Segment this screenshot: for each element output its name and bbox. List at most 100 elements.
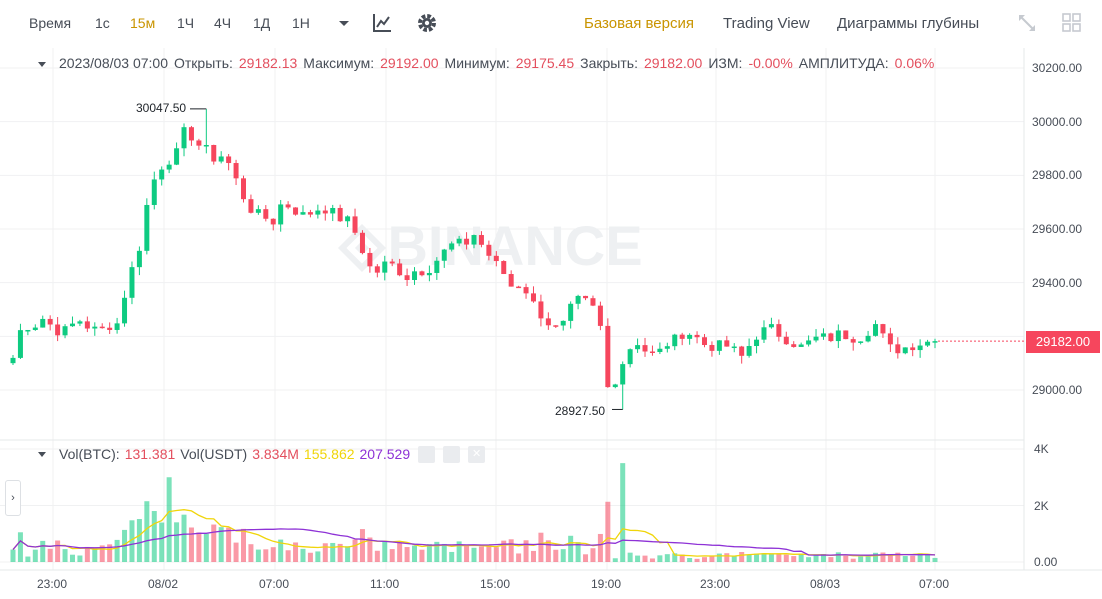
interval-1w[interactable]: 1Н [292, 15, 310, 31]
candle [278, 199, 284, 232]
volume-bar [241, 528, 246, 562]
low-label: Минимум: [444, 55, 510, 71]
interval-15m[interactable]: 15м [130, 15, 156, 31]
volume-bar [151, 511, 157, 562]
volume-bar [196, 532, 202, 562]
candle [925, 339, 931, 347]
view-basic[interactable]: Базовая версия [584, 15, 694, 32]
volume-bar [545, 540, 551, 562]
interval-1s[interactable]: 1с [95, 15, 110, 31]
price-tick-label: 29400.00 [1032, 275, 1083, 290]
volume-bar [181, 514, 187, 562]
volume-bar [627, 552, 633, 562]
layout-grid-icon[interactable] [1061, 12, 1083, 34]
time-tick-label: 23:00 [37, 577, 68, 591]
candle [77, 319, 83, 327]
volume-bar [724, 553, 730, 562]
volume-bar [590, 548, 596, 562]
volume-bar [538, 532, 544, 562]
candle [679, 332, 685, 346]
candle [820, 328, 826, 340]
candle [568, 301, 574, 329]
candle [263, 205, 269, 222]
volume-bar [560, 549, 566, 562]
candle [300, 205, 306, 215]
volume-bar [917, 553, 923, 562]
open-value: 29182.13 [238, 55, 298, 71]
volume-bar [307, 552, 313, 562]
volume-bar [843, 555, 849, 562]
volume-bar [367, 537, 373, 562]
collapse-info-chevron-icon[interactable] [38, 62, 46, 67]
volume-bar [501, 540, 507, 562]
candle [843, 330, 849, 340]
candle [493, 251, 499, 267]
candle [166, 160, 172, 174]
candle [40, 315, 46, 328]
vol-usdt-value: 3.834M [252, 446, 299, 462]
time-tick-label: 07:00 [919, 577, 950, 591]
time-tick-label: 07:00 [259, 577, 290, 591]
candle [181, 123, 187, 157]
indicators-icon[interactable] [371, 12, 393, 34]
volume-bar [84, 546, 90, 562]
price-tick-label: 29000.00 [1032, 383, 1083, 397]
volume-bar [25, 556, 31, 562]
candle [702, 334, 707, 348]
collapse-volume-chevron-icon[interactable] [38, 452, 46, 457]
volume-bar [159, 522, 165, 562]
view-tradingview[interactable]: Trading View [723, 15, 810, 32]
candle [174, 142, 180, 166]
change-label: ИЗМ: [708, 55, 743, 71]
amplitude-label: АМПЛИТУДА: [798, 55, 889, 71]
candle [47, 315, 53, 331]
change-value: -0.00% [748, 55, 793, 71]
candle [739, 345, 745, 364]
volume-bar [813, 554, 819, 562]
fullscreen-icon[interactable] [1016, 12, 1038, 34]
volume-bar [679, 554, 685, 562]
candle [322, 205, 328, 221]
candle [367, 247, 373, 273]
price-tick-label: 30000.00 [1032, 114, 1083, 129]
settings-icon[interactable] [443, 445, 461, 463]
volume-bar [597, 533, 603, 562]
candle [850, 336, 856, 351]
candle [806, 335, 812, 347]
settings-gear-icon[interactable] [416, 12, 438, 34]
volume-bar [114, 539, 120, 562]
interval-1d[interactable]: 1Д [253, 15, 271, 31]
time-tick-label: 08/02 [148, 577, 179, 591]
candle [620, 361, 626, 410]
volume-tick-label: 2K [1034, 498, 1049, 513]
view-depth[interactable]: Диаграммы глубины [837, 15, 980, 32]
volume-bar [850, 558, 856, 562]
expand-panel-chevron-right-icon[interactable]: › [5, 480, 21, 516]
volume-bar [642, 555, 648, 562]
volume-bar [612, 558, 618, 562]
low-marker-label: 28927.50 [555, 404, 606, 418]
candle [687, 333, 693, 345]
candle [694, 331, 700, 344]
high-marker-label: 30047.50 [136, 101, 187, 115]
time-tick-label: 23:00 [700, 577, 731, 591]
volume-bar [449, 551, 455, 562]
close-icon[interactable]: ✕ [468, 445, 486, 463]
chart-grid [0, 48, 1102, 571]
candle [307, 209, 313, 218]
interval-1h[interactable]: 1Ч [177, 15, 195, 31]
candle [159, 166, 165, 186]
candle [791, 341, 797, 348]
candle [25, 329, 31, 336]
candle [69, 316, 75, 327]
candle [359, 230, 365, 255]
time-label[interactable]: Время [29, 15, 72, 31]
vol-usdt-label: Vol(USDT) [180, 446, 248, 462]
more-intervals-chevron-down-icon[interactable] [333, 12, 355, 34]
interval-4h[interactable]: 4Ч [214, 15, 232, 31]
candle [560, 320, 566, 331]
price-tick-label: 29600.00 [1032, 222, 1083, 236]
eye-icon[interactable] [418, 445, 436, 463]
volume-bar [887, 554, 893, 562]
